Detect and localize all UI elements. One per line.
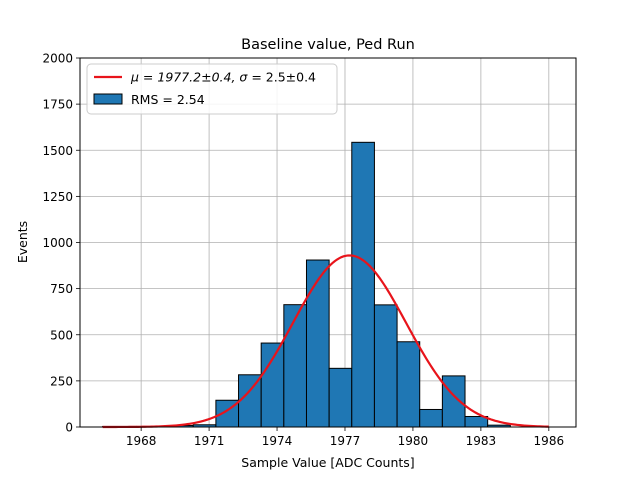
x-axis-label: Sample Value [ADC Counts] bbox=[241, 455, 414, 470]
x-axis-ticks: 1968 1971 1974 1977 1980 1983 1986 bbox=[126, 427, 564, 448]
y-tick-label: 750 bbox=[50, 282, 73, 296]
x-tick-label: 1980 bbox=[398, 434, 429, 448]
legend-histogram-swatch bbox=[93, 93, 123, 105]
chart-title: Baseline value, Ped Run bbox=[241, 37, 415, 53]
y-tick-label: 500 bbox=[50, 328, 73, 342]
histogram-bar bbox=[419, 408, 443, 428]
y-tick-label: 1250 bbox=[42, 190, 73, 204]
histogram-bar bbox=[396, 341, 421, 428]
legend-histogram-label: RMS = 2.54 bbox=[131, 92, 205, 107]
gaussian-fit-curve bbox=[102, 254, 549, 429]
x-tick-label: 1977 bbox=[330, 434, 361, 448]
histogram-bar bbox=[373, 304, 398, 428]
legend: μ = 1977.2±0.4, σ = 2.5±0.4 RMS = 2.54 bbox=[86, 63, 338, 115]
x-tick-label: 1974 bbox=[262, 434, 293, 448]
y-tick-label: 250 bbox=[50, 374, 73, 388]
histogram-bar bbox=[283, 304, 307, 428]
histogram-bars bbox=[102, 141, 511, 428]
x-tick-label: 1983 bbox=[466, 434, 497, 448]
histogram-bar bbox=[260, 342, 285, 428]
legend-box bbox=[86, 63, 338, 115]
x-tick-label: 1968 bbox=[126, 434, 157, 448]
y-axis-ticks: 0 250 500 750 1000 1250 1500 1750 2000 bbox=[42, 52, 80, 435]
y-tick-label: 0 bbox=[65, 421, 73, 435]
x-tick-label: 1971 bbox=[194, 434, 225, 448]
legend-fit-label: μ = 1977.2±0.4, σ = 2.5±0.4 bbox=[130, 70, 316, 85]
histogram-bar bbox=[305, 259, 330, 428]
y-tick-label: 2000 bbox=[42, 52, 73, 66]
x-tick-label: 1986 bbox=[534, 434, 565, 448]
y-tick-label: 1000 bbox=[42, 236, 73, 250]
histogram-bar bbox=[328, 367, 353, 428]
histogram-bar bbox=[351, 141, 375, 428]
y-tick-label: 1500 bbox=[42, 144, 73, 158]
histogram-bar bbox=[238, 374, 262, 428]
y-axis-label: Events bbox=[15, 221, 30, 263]
y-tick-label: 1750 bbox=[42, 98, 73, 112]
